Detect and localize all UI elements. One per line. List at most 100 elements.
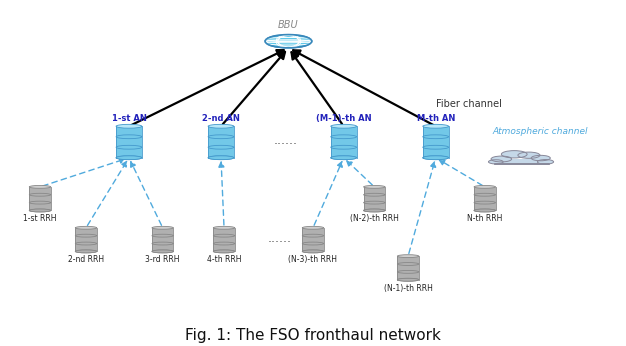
Ellipse shape (116, 145, 142, 149)
Text: 2-nd AN: 2-nd AN (202, 114, 240, 123)
FancyBboxPatch shape (364, 187, 385, 195)
Ellipse shape (331, 135, 357, 139)
FancyBboxPatch shape (152, 236, 173, 244)
Ellipse shape (75, 234, 97, 237)
Text: 3-rd RRH: 3-rd RRH (145, 255, 180, 264)
Ellipse shape (116, 156, 142, 160)
Ellipse shape (518, 152, 540, 158)
FancyBboxPatch shape (423, 147, 449, 158)
Ellipse shape (398, 271, 419, 273)
Ellipse shape (152, 234, 173, 237)
FancyBboxPatch shape (364, 203, 385, 210)
Ellipse shape (331, 156, 357, 160)
Ellipse shape (331, 156, 357, 160)
Text: (N-3)-th RRH: (N-3)-th RRH (289, 255, 337, 264)
Ellipse shape (398, 255, 419, 257)
Text: 2-nd RRH: 2-nd RRH (68, 255, 104, 264)
Ellipse shape (398, 263, 419, 265)
Ellipse shape (364, 201, 385, 204)
Ellipse shape (116, 124, 142, 128)
FancyBboxPatch shape (208, 137, 234, 147)
Text: N-th RRH: N-th RRH (467, 214, 503, 223)
FancyBboxPatch shape (116, 126, 142, 137)
FancyBboxPatch shape (152, 244, 173, 252)
Text: 1-st AN: 1-st AN (111, 114, 146, 123)
Ellipse shape (75, 250, 97, 253)
FancyBboxPatch shape (364, 195, 385, 203)
FancyBboxPatch shape (302, 244, 324, 252)
Ellipse shape (208, 135, 234, 139)
FancyBboxPatch shape (331, 126, 357, 137)
Ellipse shape (29, 209, 51, 212)
Text: Fiber channel: Fiber channel (436, 99, 501, 109)
FancyBboxPatch shape (302, 228, 324, 236)
Text: M-th AN: M-th AN (416, 114, 455, 123)
Ellipse shape (116, 156, 142, 160)
FancyBboxPatch shape (208, 126, 234, 137)
Text: (N-1)-th RRH: (N-1)-th RRH (384, 283, 433, 292)
FancyBboxPatch shape (213, 228, 235, 236)
Ellipse shape (474, 209, 496, 212)
Ellipse shape (302, 250, 324, 253)
Ellipse shape (213, 250, 235, 253)
FancyBboxPatch shape (29, 195, 51, 203)
Ellipse shape (152, 226, 173, 229)
FancyBboxPatch shape (474, 187, 496, 195)
Ellipse shape (208, 156, 234, 160)
Ellipse shape (29, 201, 51, 204)
Ellipse shape (474, 201, 496, 204)
Ellipse shape (537, 160, 553, 164)
Ellipse shape (29, 185, 51, 188)
Ellipse shape (302, 242, 324, 245)
Ellipse shape (364, 209, 385, 212)
FancyBboxPatch shape (152, 228, 173, 236)
Ellipse shape (29, 209, 51, 212)
Ellipse shape (265, 35, 312, 48)
FancyBboxPatch shape (75, 236, 97, 244)
FancyBboxPatch shape (398, 272, 419, 280)
Ellipse shape (213, 234, 235, 237)
FancyBboxPatch shape (116, 137, 142, 147)
Text: (M-1)-th AN: (M-1)-th AN (316, 114, 371, 123)
FancyBboxPatch shape (302, 236, 324, 244)
Text: (N-2)-th RRH: (N-2)-th RRH (350, 214, 399, 223)
FancyBboxPatch shape (474, 203, 496, 210)
Ellipse shape (398, 278, 419, 281)
Ellipse shape (474, 185, 496, 188)
Ellipse shape (331, 145, 357, 149)
FancyBboxPatch shape (331, 137, 357, 147)
Ellipse shape (302, 234, 324, 237)
FancyBboxPatch shape (423, 137, 449, 147)
Ellipse shape (423, 156, 449, 160)
Ellipse shape (208, 124, 234, 128)
Ellipse shape (423, 145, 449, 149)
FancyBboxPatch shape (29, 203, 51, 210)
Ellipse shape (423, 156, 449, 160)
Ellipse shape (531, 155, 550, 161)
FancyBboxPatch shape (75, 244, 97, 252)
Ellipse shape (488, 160, 503, 164)
FancyBboxPatch shape (494, 163, 549, 164)
FancyBboxPatch shape (213, 244, 235, 252)
Ellipse shape (331, 124, 357, 128)
Ellipse shape (213, 226, 235, 229)
Ellipse shape (364, 185, 385, 188)
Ellipse shape (364, 209, 385, 212)
Ellipse shape (213, 250, 235, 253)
Text: Atmospheric channel: Atmospheric channel (492, 127, 588, 136)
Ellipse shape (213, 242, 235, 245)
Ellipse shape (423, 124, 449, 128)
Ellipse shape (208, 145, 234, 149)
FancyBboxPatch shape (213, 236, 235, 244)
Ellipse shape (29, 193, 51, 196)
Ellipse shape (152, 242, 173, 245)
Ellipse shape (208, 156, 234, 160)
Text: Fig. 1: The FSO fronthaul network: Fig. 1: The FSO fronthaul network (185, 328, 441, 343)
Ellipse shape (364, 193, 385, 196)
FancyBboxPatch shape (116, 147, 142, 158)
FancyBboxPatch shape (75, 228, 97, 236)
Ellipse shape (474, 209, 496, 212)
Ellipse shape (474, 193, 496, 196)
FancyBboxPatch shape (423, 126, 449, 137)
FancyBboxPatch shape (208, 147, 234, 158)
